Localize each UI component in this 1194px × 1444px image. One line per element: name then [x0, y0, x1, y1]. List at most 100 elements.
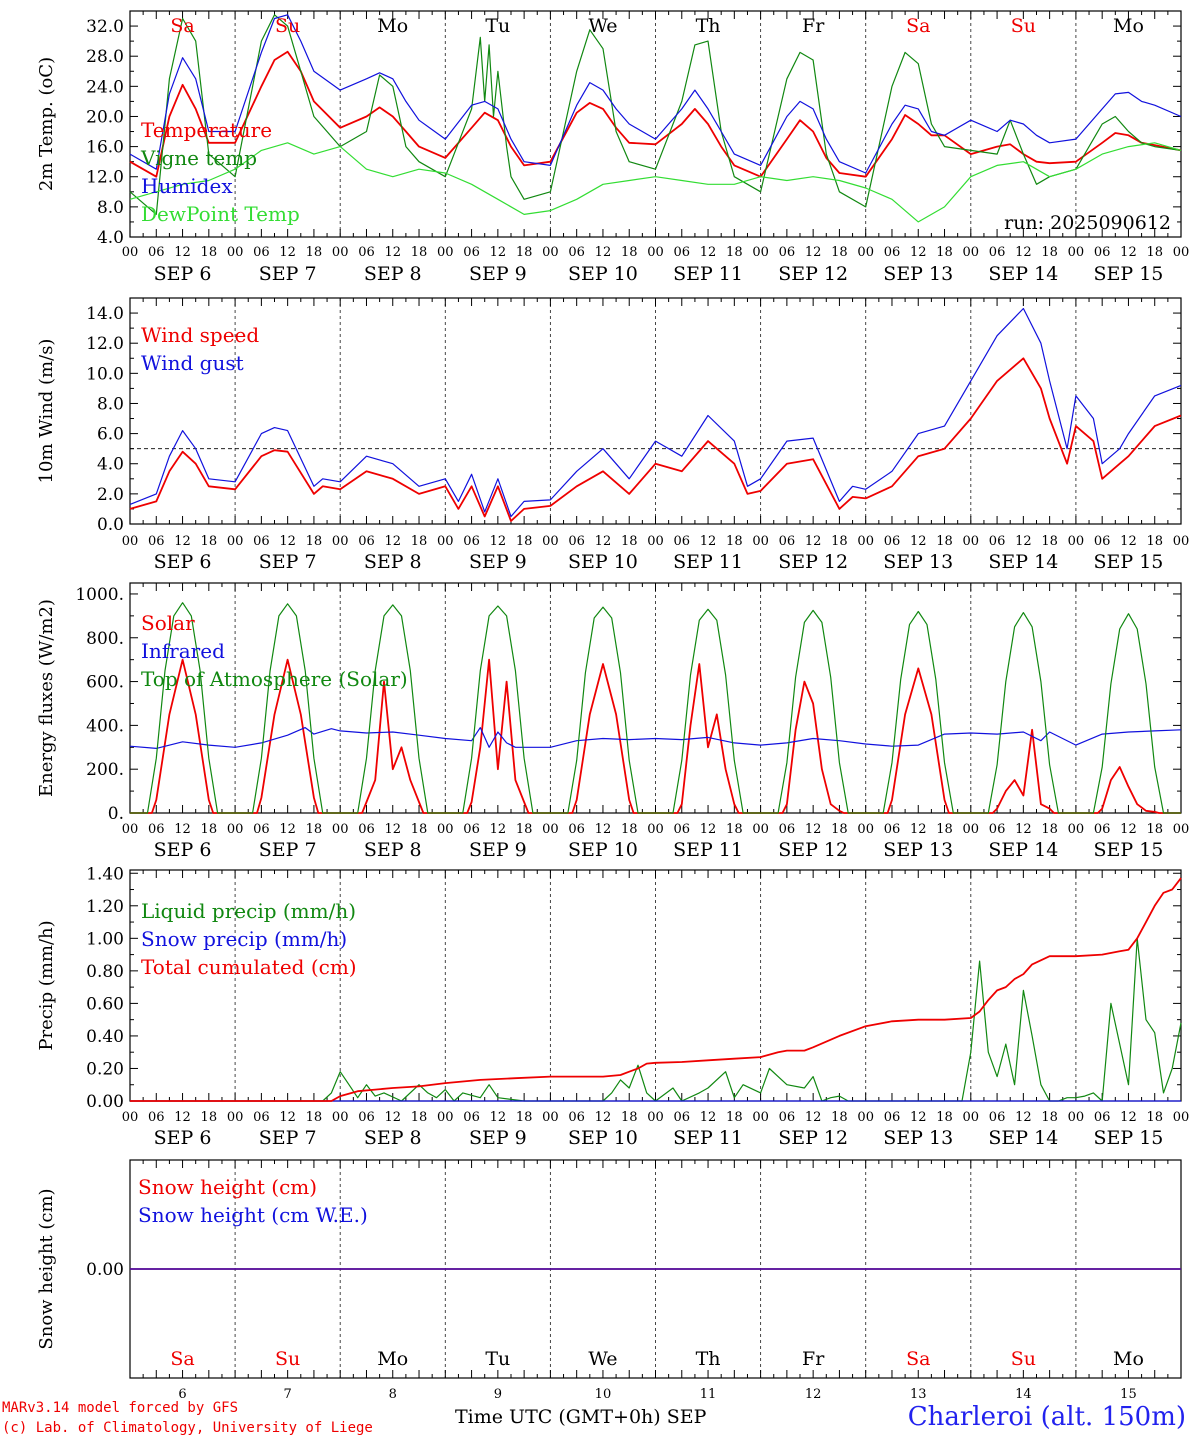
day-label: SEP 11: [673, 263, 743, 285]
hour-label: 18: [201, 1110, 218, 1125]
hour-label: 06: [674, 245, 691, 260]
hour-label: 18: [306, 822, 323, 837]
weekday-label: Sa: [170, 15, 194, 37]
y-tick-label: 4.0: [97, 455, 124, 475]
hour-label: 18: [411, 245, 428, 260]
legend-entry: Snow precip (mm/h): [141, 927, 347, 951]
hour-label: 06: [463, 1110, 480, 1125]
day-label: SEP 7: [259, 1127, 317, 1149]
hour-label: 00: [963, 534, 980, 549]
y-tick-label: 1.40: [86, 864, 124, 884]
hour-label: 18: [1146, 245, 1163, 260]
hour-label: 12: [595, 1110, 612, 1125]
hour-label: 12: [700, 822, 717, 837]
day-label: SEP 13: [883, 1127, 953, 1149]
y-tick-label: 12.0: [86, 334, 124, 354]
hour-label: 06: [1094, 1110, 1111, 1125]
hour-label: 00: [227, 822, 244, 837]
hour-label: 00: [1068, 822, 1085, 837]
day-label: SEP 15: [1094, 839, 1164, 861]
hour-label: 06: [568, 1110, 585, 1125]
legend-entry: DewPoint Temp: [141, 202, 300, 226]
hour-label: 00: [227, 1110, 244, 1125]
hour-label: 06: [148, 1110, 165, 1125]
series-line-top-of-atmosphere-solar-: [130, 602, 1181, 814]
hour-label: 18: [1146, 534, 1163, 549]
hour-label: 18: [831, 822, 848, 837]
hour-label: 06: [1094, 245, 1111, 260]
day-label: SEP 9: [469, 1127, 527, 1149]
series-line-total-cumulated-cm-: [130, 877, 1182, 1102]
hour-label: 00: [1068, 245, 1085, 260]
hour-label: 00: [227, 245, 244, 260]
hour-label: 12: [1120, 245, 1137, 260]
series-line-vigne-temp: [129, 14, 1182, 215]
hour-label: 18: [936, 1110, 953, 1125]
series-line-liquid-precip-mm-h-: [130, 937, 1182, 1102]
hour-label: 18: [726, 822, 743, 837]
hour-label: 12: [1120, 534, 1137, 549]
y-tick-label: 0.60: [86, 994, 124, 1014]
hour-label: 00: [647, 822, 664, 837]
hour-label: 12: [1120, 1110, 1137, 1125]
weekday-label: Su: [275, 15, 300, 37]
hour-label: 12: [279, 1110, 296, 1125]
hour-label: 12: [174, 822, 191, 837]
day-label: SEP 8: [364, 1127, 422, 1149]
hour-label: 18: [831, 534, 848, 549]
day-label: SEP 11: [673, 551, 743, 573]
day-label: SEP 12: [778, 263, 848, 285]
day-label: SEP 12: [778, 551, 848, 573]
hour-label: 18: [1146, 1110, 1163, 1125]
weekday-label: We: [588, 15, 617, 37]
y-tick-label: 20.0: [86, 107, 124, 127]
hour-label: 06: [358, 245, 375, 260]
y-tick-label: 16.0: [86, 138, 124, 158]
legend-entry: Humidex: [141, 174, 233, 198]
legend-entry: Infrared: [141, 639, 225, 663]
hour-label: 18: [936, 534, 953, 549]
hour-label: 06: [884, 822, 901, 837]
hour-label: 00: [857, 1110, 874, 1125]
day-label: SEP 7: [259, 839, 317, 861]
y-tick-label: 2.0: [97, 485, 124, 505]
weekday-label: Tu: [485, 15, 510, 37]
run-annotation: run: 2025090612: [1004, 212, 1171, 234]
hour-label: 00: [857, 534, 874, 549]
hour-label: 06: [463, 245, 480, 260]
series-line-wind-gust: [129, 307, 1182, 518]
day-label: SEP 8: [364, 551, 422, 573]
hour-label: 06: [568, 534, 585, 549]
weekday-label: Mo: [1113, 15, 1144, 37]
hour-label: 18: [201, 534, 218, 549]
weekday-label: Th: [696, 15, 721, 37]
hour-label: 06: [253, 822, 270, 837]
hour-label: 06: [253, 1110, 270, 1125]
hour-label: 00: [542, 245, 559, 260]
hour-label: 06: [148, 534, 165, 549]
weekday-label: Su: [1011, 1348, 1036, 1370]
hour-label: 06: [779, 822, 796, 837]
hour-label: 18: [411, 822, 428, 837]
hour-label: 12: [1015, 534, 1032, 549]
legend-entry: Total cumulated (cm): [141, 955, 357, 979]
series-line-infrared: [129, 726, 1182, 750]
hour-label: 18: [621, 534, 638, 549]
panel-1: 4.0 8.0 12.0 16.0 20.0 24.0 28.0 32.0 2m Temp. (…: [36, 10, 1189, 285]
series-line-humidex: [129, 14, 1182, 174]
day-label: SEP 13: [883, 263, 953, 285]
hour-label: 06: [358, 822, 375, 837]
hour-label: 06: [989, 822, 1006, 837]
y-axis-label: 10m Wind (m/s): [36, 339, 57, 484]
panel-4: 0.00 0.20 0.40 0.60 0.80 1.00 1.20 1.40 Precip (…: [36, 864, 1189, 1149]
y-tick-label: 200.: [86, 760, 124, 780]
hour-label: 00: [1068, 1110, 1085, 1125]
day-label: SEP 6: [154, 1127, 212, 1149]
hour-label: 12: [490, 534, 507, 549]
hour-label: 12: [384, 534, 401, 549]
hour-label: 12: [700, 245, 717, 260]
hour-label: 00: [122, 534, 139, 549]
weekday-label: Sa: [170, 1348, 194, 1370]
day-number-label: 9: [494, 1387, 502, 1402]
y-tick-label: 24.0: [86, 77, 124, 97]
